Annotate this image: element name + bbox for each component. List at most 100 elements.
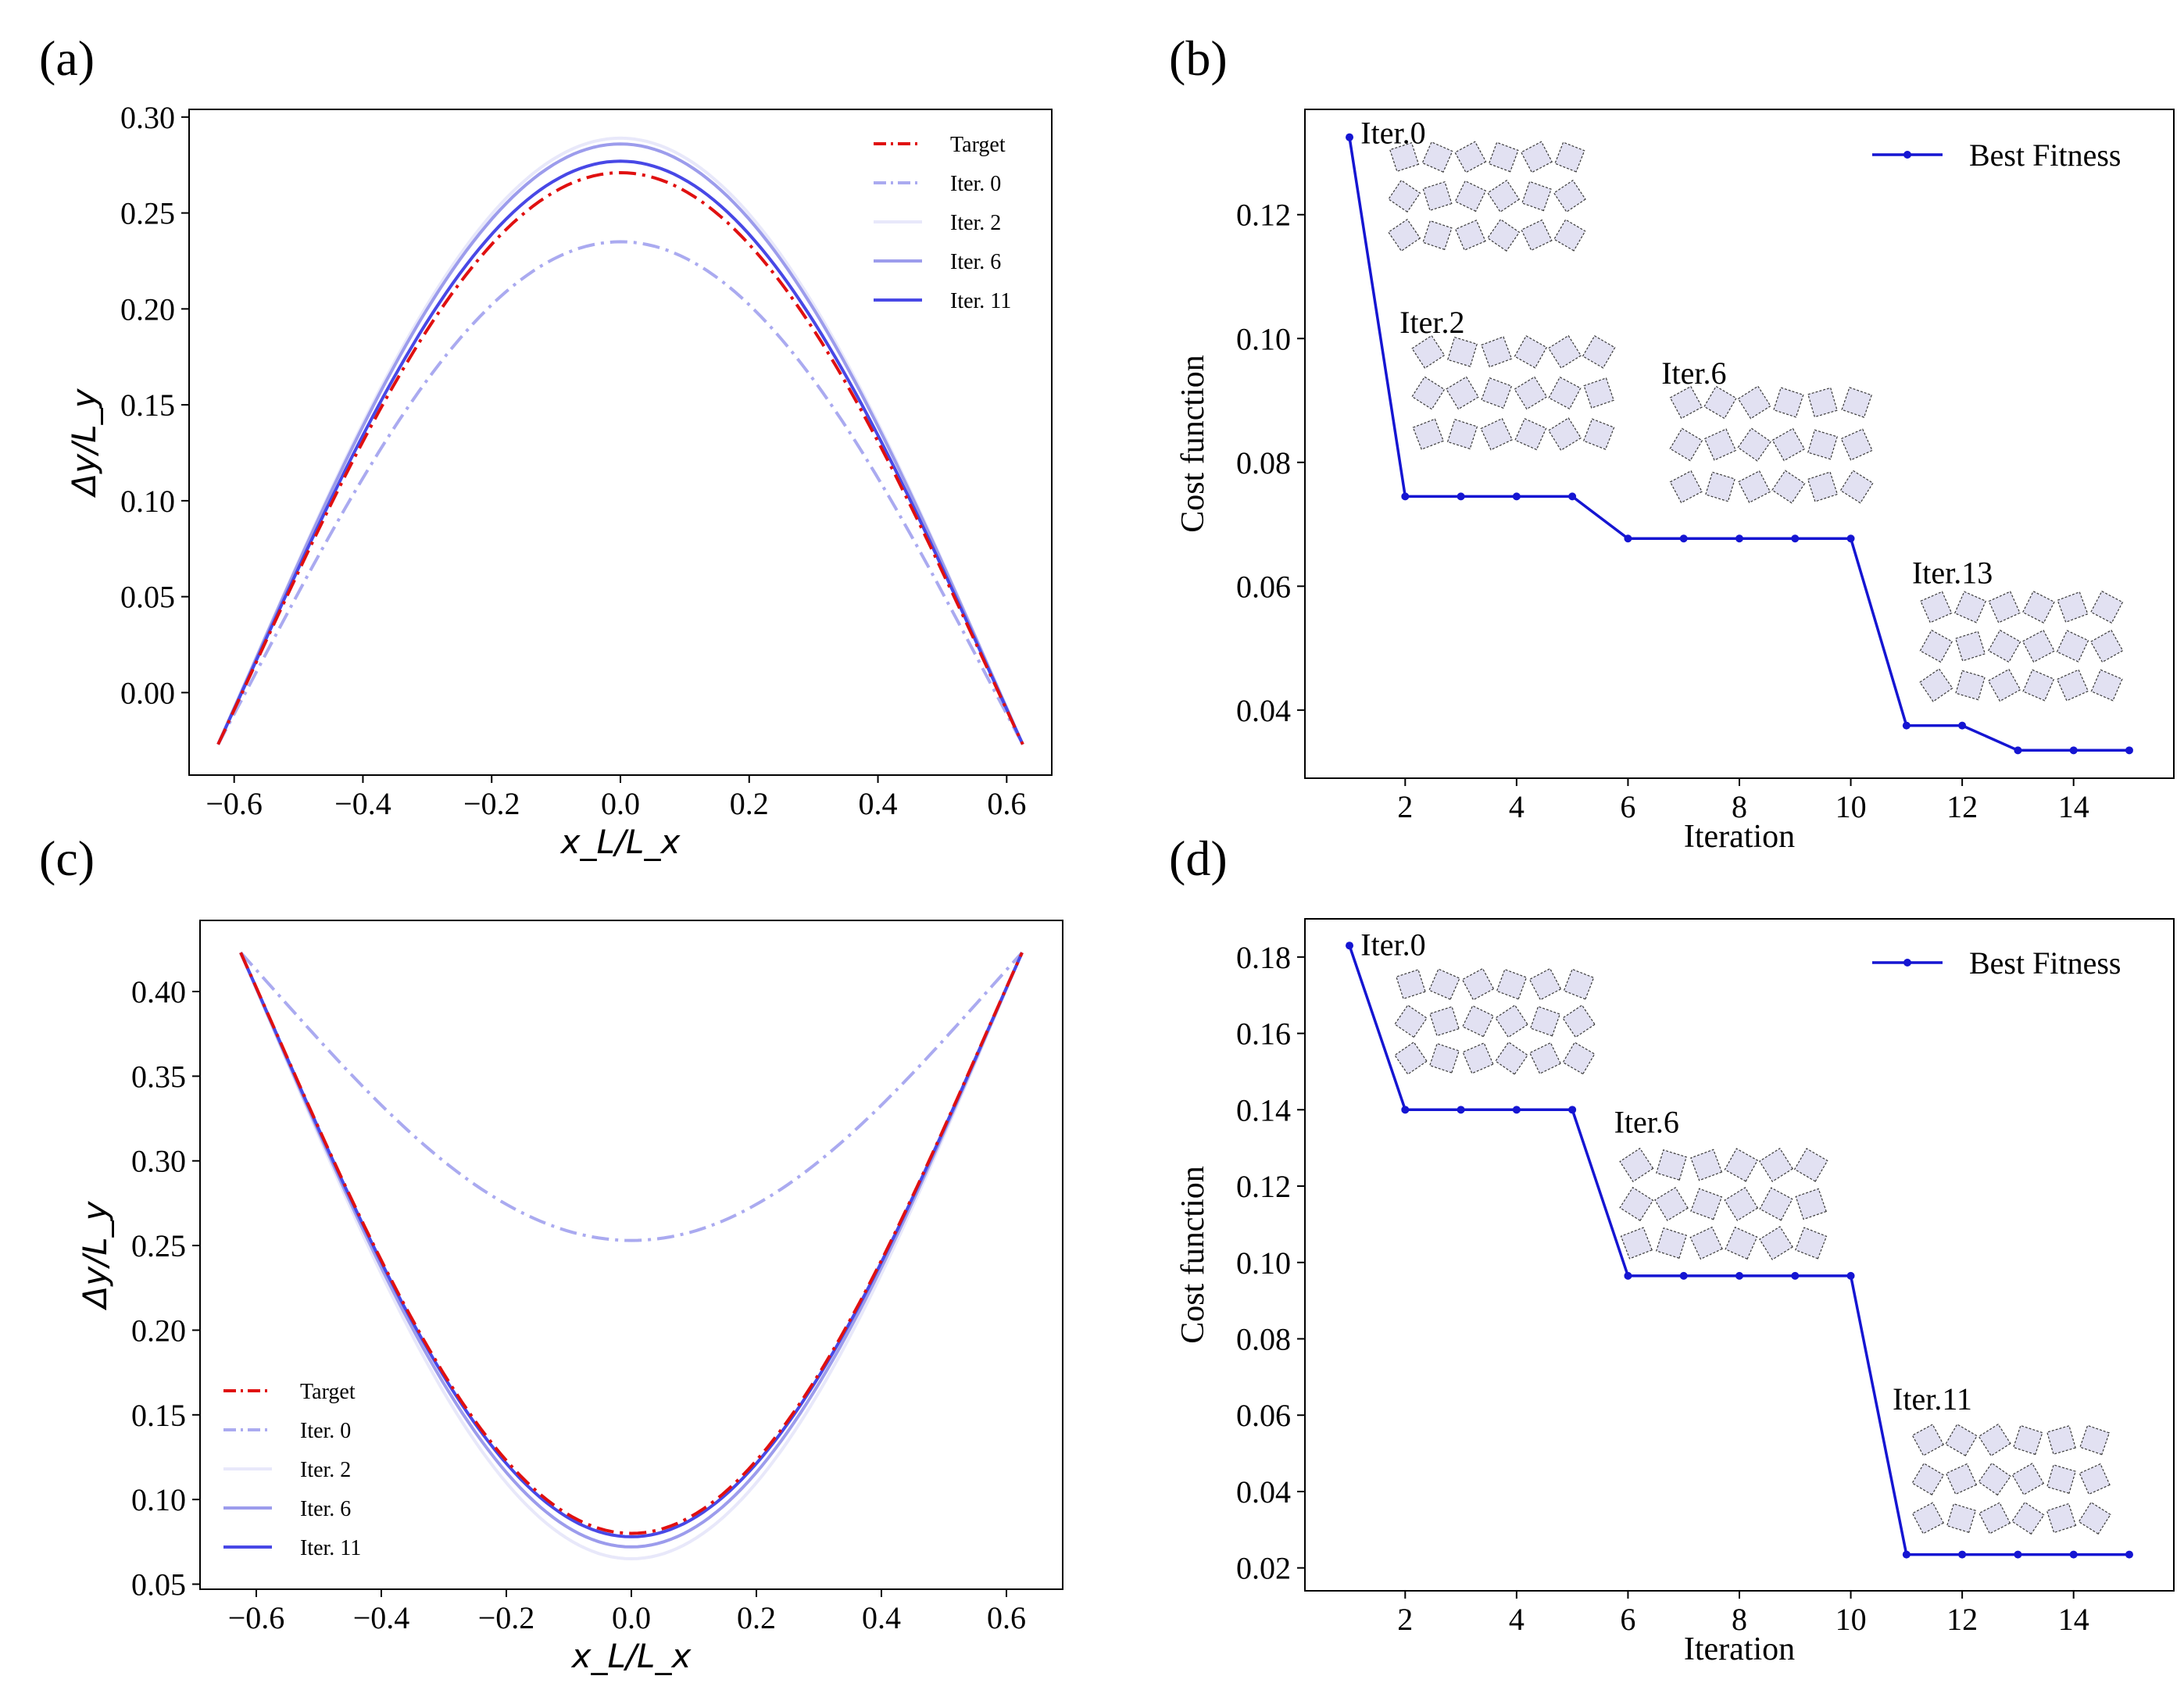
lattice-tile [1669, 427, 1703, 462]
best-fitness-point [2014, 746, 2022, 755]
best-fitness-point [1791, 534, 1800, 543]
best-fitness-point [2069, 746, 2078, 755]
y-tick-label: 0.06 [1236, 569, 1291, 604]
lattice-tile [1488, 141, 1519, 173]
lattice-tile [1689, 1226, 1723, 1260]
panel-b-label: (b) [1169, 30, 1228, 86]
best-fitness-point [1735, 534, 1743, 543]
x-tick-label: 0.0 [601, 786, 640, 821]
lattice-tile [1529, 1006, 1561, 1037]
y-axis-label: Cost function [1175, 1166, 1211, 1344]
x-axis-label: Iteration [1684, 819, 1795, 855]
best-fitness-point [1457, 1106, 1465, 1114]
series-line-iter-2 [216, 136, 1024, 745]
best-fitness-point [1512, 1106, 1521, 1114]
lattice-tile [1582, 334, 1616, 369]
lattice-tile [1945, 1463, 1978, 1495]
lattice-tile [1388, 179, 1421, 213]
lattice-tile [1412, 418, 1444, 450]
lattice-tile [1620, 1227, 1653, 1260]
lattice-tile [1553, 179, 1586, 213]
panel-c-legend: Target Iter. 0 Iter. 2 Iter. 6 Iter. 11 [223, 1380, 361, 1560]
lattice-tile [1389, 141, 1420, 173]
lattice-tile [1462, 1042, 1494, 1074]
lattice-tile [1656, 1149, 1687, 1181]
lattice-tile [1554, 141, 1585, 173]
lattice-tile [2021, 590, 2055, 624]
lattice-tile [1394, 1041, 1428, 1075]
y-tick-label: 0.10 [1236, 321, 1291, 356]
x-tick-label: 6 [1620, 789, 1635, 824]
lattice-tile [1724, 1148, 1759, 1182]
x-axis-label: Iteration [1684, 1631, 1795, 1667]
x-tick-label: 8 [1732, 1602, 1747, 1637]
lattice-tile [2090, 590, 2124, 624]
lattice-tile [1562, 1004, 1596, 1038]
y-tick-label: 0.15 [131, 1398, 186, 1433]
y-tick-label: 0.35 [131, 1059, 186, 1094]
y-tick-label: 0.08 [1236, 445, 1291, 481]
best-fitness-point [2069, 1550, 2078, 1559]
y-tick-label: 0.14 [1236, 1092, 1291, 1127]
y-tick-label: 0.06 [1236, 1398, 1291, 1433]
lattice-tile [1514, 376, 1548, 410]
lattice-tile [1911, 1424, 1945, 1456]
panel-b-axes: 2 4 6 8 10 12 14 0.04 0.06 0.08 0.10 0.12 Iteration C… [1175, 109, 2175, 855]
lattice-tile [1690, 1149, 1723, 1181]
best-fitness-point [1512, 492, 1521, 501]
lattice-tile [2079, 1424, 2111, 1456]
lattice-tile [1987, 629, 2021, 663]
y-tick-label: 0.10 [131, 1482, 186, 1517]
legend-label: Target [300, 1380, 356, 1404]
legend-label: Iter. 0 [300, 1419, 351, 1443]
x-tick-label: 14 [2058, 789, 2089, 824]
panel-b-chart: (b) 2 4 6 8 10 12 14 0.04 0.06 0.08 0.10 0.12 Iterat… [1169, 30, 2175, 855]
x-tick-label: 12 [1946, 789, 1978, 824]
panel-a-curves [216, 136, 1024, 745]
lattice-tile [1771, 470, 1806, 504]
iteration-annotation: Iter.2 [1399, 305, 1464, 340]
lattice-tile [1703, 428, 1737, 461]
y-tick-label: 0.12 [1236, 198, 1291, 233]
lattice-tile [1795, 1188, 1827, 1220]
panel-d-curves [1346, 942, 2133, 1559]
lattice-tile [2056, 630, 2089, 663]
lattice-tile [1911, 1502, 1945, 1535]
panel-b-curves [1346, 133, 2133, 755]
lattice-tile [1461, 967, 1495, 1001]
lattice-tile [1737, 385, 1771, 420]
lattice-tile [2022, 669, 2055, 702]
lattice-inset [1388, 141, 1586, 252]
best-fitness-point [1846, 1271, 1855, 1280]
y-tick-label: 0.20 [120, 291, 175, 327]
panel-a-chart: (a) −0.6 −0.4 −0.2 0.0 0.2 0.4 0.6 0.00 0.05 0.10… [39, 30, 1053, 861]
best-fitness-point [2014, 1550, 2022, 1559]
lattice-tile [1773, 387, 1804, 418]
lattice-tile [1454, 180, 1487, 213]
x-tick-label: −0.4 [353, 1600, 410, 1635]
lattice-tile [1521, 180, 1552, 212]
series-line-iter-11 [239, 952, 1024, 1538]
lattice-tile [1945, 1424, 1978, 1456]
y-axis-label: Δy/L_y [65, 388, 103, 498]
lattice-tile [1411, 376, 1446, 410]
iteration-annotation: Iter.0 [1360, 116, 1425, 151]
lattice-tile [1978, 1462, 2011, 1496]
y-tick-label: 0.30 [131, 1144, 186, 1179]
lattice-tile [1807, 471, 1839, 502]
best-fitness-point [1624, 1271, 1632, 1280]
lattice-inset [1394, 967, 1596, 1075]
series-line-target [239, 952, 1024, 1535]
panel-c-chart: (c) −0.6 −0.4 −0.2 0.0 0.2 0.4 0.6 0.05 0.10 0.15… [39, 831, 1063, 1675]
panel-d-annotations: Iter.0 Iter.6 Iter.11 [1360, 927, 1972, 1416]
legend-label: Iter. 6 [950, 250, 1001, 274]
lattice-tile [1807, 429, 1838, 460]
lattice-tile [2057, 591, 2089, 624]
x-tick-label: 12 [1946, 1602, 1978, 1637]
lattice-tile [1987, 668, 2021, 702]
lattice-tile [1528, 967, 1562, 1001]
series-line-iter-11 [216, 159, 1024, 745]
lattice-tile [1619, 1147, 1654, 1183]
x-tick-label: 2 [1397, 789, 1413, 824]
y-tick-label: 0.15 [120, 388, 175, 423]
